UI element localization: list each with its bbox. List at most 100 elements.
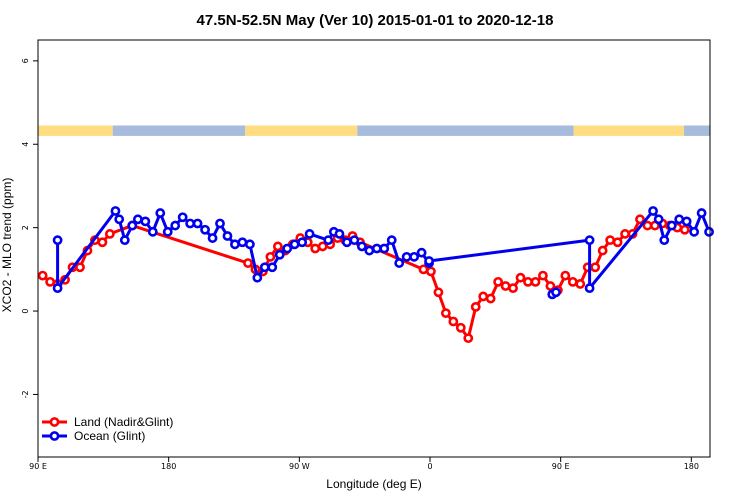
data-point — [162, 226, 173, 237]
data-point — [659, 235, 670, 246]
data-point — [448, 316, 459, 327]
plot-frame — [37, 39, 711, 458]
data-point — [508, 283, 518, 294]
y-tick-label-1: 0 — [21, 309, 30, 314]
data-point — [274, 249, 285, 260]
data-point — [356, 241, 367, 252]
land-segment-0 — [38, 125, 113, 136]
data-point — [310, 243, 321, 254]
data-point — [230, 239, 240, 250]
legend-marker-0 — [49, 417, 60, 427]
data-point — [584, 283, 595, 294]
chart-title: 47.5N-52.5N May (Ver 10) 2015-01-01 to 2… — [197, 12, 554, 29]
data-point — [681, 216, 692, 227]
land-segment-1 — [245, 125, 358, 136]
data-point — [119, 235, 130, 246]
data-point — [289, 239, 300, 250]
data-point — [478, 291, 489, 302]
data-point — [110, 206, 121, 216]
data-point — [207, 233, 218, 243]
y-tick-label-3: 4 — [21, 142, 30, 147]
data-point — [334, 229, 345, 239]
data-point — [620, 229, 630, 239]
data-point — [470, 301, 481, 312]
data-point — [551, 287, 561, 298]
data-point — [267, 262, 278, 273]
data-point — [52, 235, 63, 246]
data-point — [597, 245, 608, 256]
data-point — [648, 206, 658, 216]
data-point — [433, 287, 444, 298]
data-point — [523, 276, 533, 287]
x-axis-label: Longitude (deg E) — [326, 477, 421, 491]
land-ocean-strip — [38, 125, 710, 136]
data-point — [342, 237, 352, 248]
data-point — [515, 272, 526, 283]
data-point — [560, 270, 571, 281]
data-point — [132, 214, 143, 225]
data-point — [170, 220, 181, 231]
y-tick-label-4: 6 — [21, 58, 30, 63]
data-point — [259, 262, 270, 273]
legend-marker-1 — [49, 431, 60, 441]
ocean-segment-1 — [357, 125, 574, 136]
data-point — [297, 237, 308, 248]
data-point — [584, 235, 595, 246]
data-point — [265, 251, 276, 262]
data-point — [612, 237, 623, 248]
data-point — [575, 279, 586, 289]
x-tick-label-2: 90 W — [289, 462, 310, 471]
data-point — [127, 220, 138, 231]
data-point — [416, 247, 427, 258]
data-point — [243, 258, 253, 268]
x-tick-label-5: 180 — [684, 462, 699, 471]
data-point — [463, 333, 474, 344]
data-point — [696, 208, 707, 218]
data-point — [674, 214, 685, 225]
data-point — [304, 229, 315, 239]
data-point — [653, 214, 664, 225]
ocean-segment-0 — [112, 125, 246, 136]
data-point — [244, 239, 255, 250]
series-2 — [547, 287, 561, 300]
legend-label-0: Land (Nadir&Glint) — [74, 415, 173, 429]
data-point — [37, 270, 48, 281]
data-point — [394, 258, 405, 268]
y-tick-label-2: 2 — [21, 225, 30, 230]
x-tick-label-4: 90 E — [552, 462, 570, 471]
data-point — [252, 272, 263, 283]
legend: Land (Nadir&Glint)Ocean (Glint) — [42, 415, 173, 443]
data-point — [104, 229, 115, 239]
data-point — [237, 237, 248, 248]
ocean-segment-2 — [683, 125, 710, 136]
data-point — [409, 251, 420, 262]
data-point — [75, 262, 85, 273]
data-point — [635, 214, 645, 225]
data-point — [323, 235, 334, 246]
data-point — [379, 243, 390, 254]
data-point — [140, 216, 151, 227]
y-tick-label-0: -2 — [21, 390, 30, 398]
data-point — [605, 235, 616, 246]
data-point — [530, 276, 541, 287]
series-layer — [37, 206, 714, 344]
data-point — [426, 266, 436, 277]
data-point — [147, 226, 158, 237]
legend-label-1: Ocean (Glint) — [74, 429, 145, 443]
data-point — [222, 231, 233, 241]
data-point — [192, 218, 203, 229]
y-axis-label: XCO2 - MLO trend (ppm) — [0, 178, 14, 313]
data-point — [282, 243, 293, 254]
data-point — [272, 241, 283, 252]
data-point — [45, 276, 56, 287]
data-point — [485, 293, 496, 304]
series-1 — [52, 206, 714, 294]
data-point — [200, 224, 210, 235]
data-point — [455, 322, 466, 333]
data-point — [538, 270, 548, 281]
data-point — [155, 208, 166, 218]
data-point — [386, 235, 397, 246]
data-point — [424, 256, 434, 266]
x-tick-label-3: 0 — [427, 462, 432, 471]
